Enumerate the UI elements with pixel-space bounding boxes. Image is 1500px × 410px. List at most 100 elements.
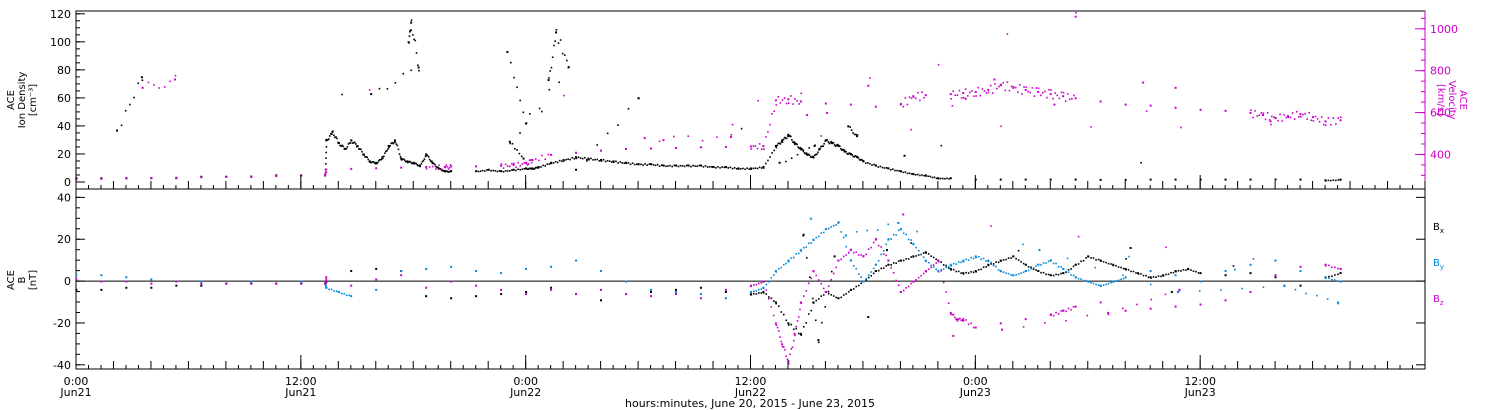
By-point bbox=[1326, 298, 1329, 300]
Bx-point bbox=[1012, 255, 1015, 258]
By-point bbox=[400, 270, 403, 273]
density-point bbox=[548, 88, 551, 91]
velocity-point bbox=[981, 88, 984, 90]
density-point bbox=[487, 168, 490, 171]
By-point bbox=[917, 249, 920, 252]
By-point bbox=[845, 245, 848, 248]
Bx-point bbox=[1102, 260, 1105, 263]
By-point bbox=[1010, 274, 1012, 276]
density-point bbox=[656, 163, 659, 166]
By-point bbox=[817, 235, 820, 238]
By-point bbox=[1124, 276, 1127, 279]
Bx-point bbox=[867, 276, 870, 279]
density-point bbox=[341, 93, 343, 96]
Bx-point bbox=[1024, 263, 1027, 266]
velocity-point bbox=[1291, 112, 1294, 114]
density-point bbox=[756, 167, 759, 170]
density-point bbox=[746, 167, 748, 170]
Bz-point bbox=[912, 280, 915, 283]
Bz-point bbox=[1149, 307, 1152, 310]
Bz-point bbox=[699, 297, 702, 300]
velocity-point bbox=[962, 92, 965, 95]
density-point bbox=[579, 157, 582, 159]
Bz-point bbox=[852, 251, 855, 254]
Bz-point bbox=[1165, 246, 1167, 249]
Bz-point bbox=[1077, 235, 1080, 238]
Bz-point bbox=[799, 301, 802, 304]
By-point bbox=[815, 236, 818, 239]
Bx-point bbox=[1002, 259, 1005, 261]
velocity-point bbox=[1300, 115, 1302, 118]
density-point bbox=[727, 167, 730, 169]
velocity-point bbox=[153, 84, 155, 86]
Bz-point bbox=[872, 241, 875, 244]
density-point bbox=[780, 141, 783, 143]
By-point bbox=[955, 263, 957, 265]
By-point bbox=[785, 262, 788, 265]
Bz-point bbox=[962, 320, 965, 322]
Bx-point bbox=[880, 267, 883, 270]
Bx-point bbox=[814, 319, 817, 322]
velocity-point bbox=[800, 92, 803, 95]
velocity-point bbox=[1180, 126, 1182, 129]
left-y-tick-label: 0 bbox=[64, 176, 71, 189]
density-point bbox=[796, 153, 799, 156]
velocity-point bbox=[624, 147, 627, 150]
Bz-point bbox=[824, 290, 827, 293]
Bz-point bbox=[1070, 308, 1072, 311]
Bz-point bbox=[767, 298, 770, 300]
Bx-point bbox=[1035, 269, 1037, 271]
density-point bbox=[393, 141, 396, 144]
Bz-point bbox=[787, 362, 790, 365]
density-point bbox=[552, 162, 555, 164]
Bz-point bbox=[922, 272, 925, 275]
Bx-point bbox=[1152, 276, 1155, 278]
Bx-point bbox=[175, 284, 178, 287]
Bz-point bbox=[780, 340, 783, 343]
density-axis-label: ACEIon Density[cm⁻³] bbox=[6, 72, 39, 129]
By-point bbox=[855, 231, 858, 233]
Bx-point bbox=[940, 261, 942, 263]
By-point bbox=[1022, 243, 1024, 246]
By-point bbox=[1092, 282, 1095, 285]
Bz-point bbox=[807, 282, 810, 285]
density-point bbox=[769, 156, 771, 158]
density-point bbox=[555, 31, 558, 34]
density-point bbox=[791, 139, 793, 141]
density-point bbox=[519, 168, 522, 171]
density-point bbox=[640, 163, 642, 166]
velocity-point bbox=[531, 159, 534, 162]
density-point bbox=[415, 162, 417, 165]
Bx-point bbox=[917, 254, 920, 256]
By-point bbox=[777, 268, 780, 270]
By-point bbox=[1199, 280, 1202, 283]
Bz-point bbox=[927, 268, 930, 270]
density-point bbox=[758, 166, 761, 169]
Bx-point bbox=[1328, 275, 1330, 278]
density-point bbox=[606, 159, 609, 162]
density-point bbox=[851, 153, 854, 156]
density-point bbox=[927, 175, 930, 178]
density-point bbox=[708, 166, 711, 168]
By-point bbox=[842, 236, 845, 239]
By-point bbox=[1099, 284, 1102, 287]
velocity-point bbox=[504, 163, 507, 166]
density-point bbox=[835, 144, 838, 146]
Bx-point bbox=[1122, 267, 1125, 270]
Bx-point bbox=[699, 286, 702, 289]
Bx-point bbox=[997, 261, 1000, 264]
density-point bbox=[393, 139, 396, 142]
Bz-point bbox=[867, 248, 870, 250]
By-point bbox=[1328, 277, 1330, 280]
density-point bbox=[842, 148, 844, 151]
Bx-point bbox=[1030, 266, 1032, 269]
velocity-point bbox=[773, 110, 775, 112]
By-point bbox=[1107, 282, 1110, 285]
density-point bbox=[829, 141, 832, 144]
velocity-point bbox=[1320, 116, 1323, 118]
velocity-point bbox=[687, 135, 690, 137]
density-point bbox=[408, 161, 410, 163]
By-point bbox=[1090, 282, 1092, 284]
density-point bbox=[782, 138, 785, 141]
Bx-point bbox=[840, 296, 843, 299]
